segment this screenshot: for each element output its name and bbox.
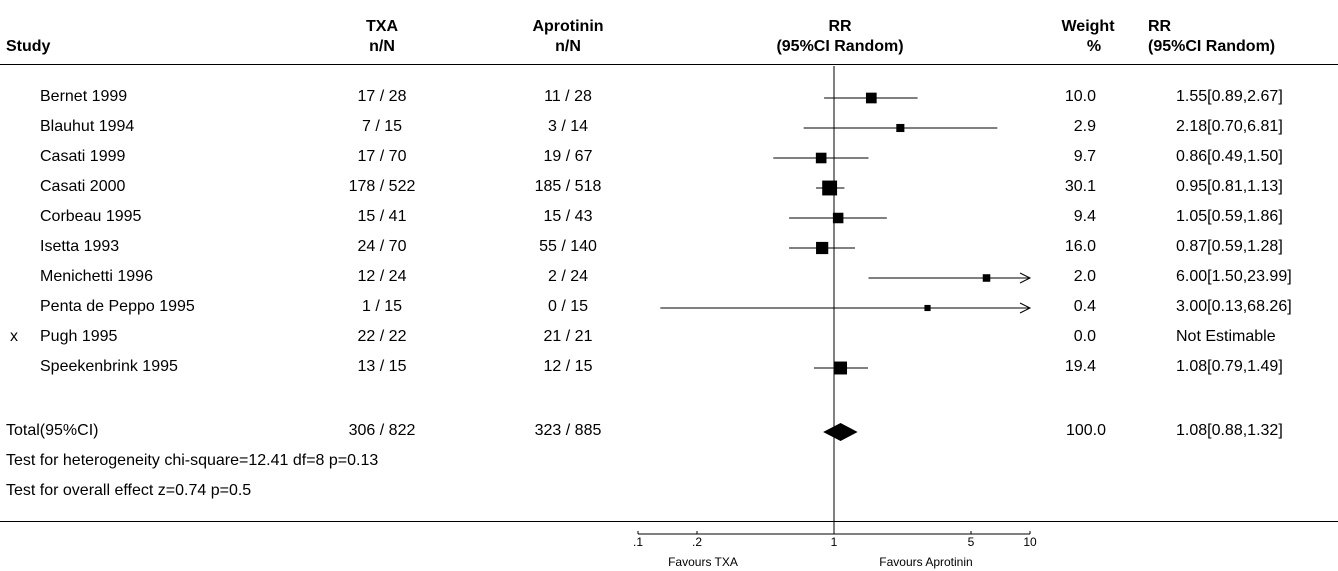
total-rr-text: 1.08[0.88,1.32] [1176,422,1283,439]
study-txa-count: 13 / 15 [357,358,407,375]
total-txa: 306 / 822 [348,422,416,439]
effect-square [924,304,931,312]
study-rr-text: 3.00[0.13,68.26] [1176,298,1292,315]
pooled-diamond [823,423,858,441]
study-rr-text: 0.87[0.59,1.28] [1176,238,1283,255]
header-weight: Weight [1061,18,1115,35]
footer-rule [0,521,1338,522]
study-weight: 19.4 [1064,358,1096,375]
study-aprotinin-count: 12 / 15 [543,358,593,375]
study-aprotinin-count: 3 / 14 [547,118,589,135]
study-excluded-marker: x [10,328,18,345]
x-axis-tick-label: .2 [692,535,702,549]
study-txa-count: 12 / 24 [357,268,407,285]
study-name: Blauhut 1994 [40,118,135,135]
heterogeneity-test: Test for heterogeneity chi-square=12.41 … [6,452,379,469]
header-rr-plot-sub: (95%CI Random) [776,38,904,55]
study-weight: 9.4 [1073,208,1096,225]
study-txa-count: 1 / 15 [361,298,403,315]
study-rr-text: 1.08[0.79,1.49] [1176,358,1283,375]
ci-arrow [1019,272,1032,284]
effect-square [896,123,905,133]
study-weight: 0.0 [1073,328,1096,345]
study-name: Casati 2000 [40,178,126,195]
study-name: Casati 1999 [40,148,126,165]
header-aprotinin: Aprotinin [532,18,604,35]
effect-square [822,180,838,196]
study-rr-text: 0.95[0.81,1.13] [1176,178,1283,195]
study-aprotinin-count: 185 / 518 [534,178,602,195]
study-txa-count: 17 / 70 [357,148,407,165]
study-name: Corbeau 1995 [40,208,142,225]
overall-effect-test: Test for overall effect z=0.74 p=0.5 [6,482,252,499]
header-rr-text: RR [1148,18,1172,35]
effect-square [815,152,827,164]
study-name: Pugh 1995 [40,328,118,345]
study-rr-text: 0.86[0.49,1.50] [1176,148,1283,165]
study-aprotinin-count: 15 / 43 [543,208,593,225]
favours-txa-label: Favours TXA [668,555,738,569]
header-txa: TXA [366,18,398,35]
study-rr-text: 2.18[0.70,6.81] [1176,118,1283,135]
study-name: Penta de Peppo 1995 [40,298,195,315]
effect-square [834,361,848,375]
study-name: Menichetti 1996 [40,268,153,285]
effect-square [982,274,991,282]
study-weight: 30.1 [1064,178,1096,195]
study-aprotinin-count: 55 / 140 [539,238,597,255]
total-label: Total(95%CI) [6,422,99,439]
study-txa-count: 22 / 22 [357,328,407,345]
header-rr-plot: RR [828,18,852,35]
x-axis-tick-label: .1 [633,535,643,549]
total-aprotinin: 323 / 885 [534,422,602,439]
study-rr-text: 6.00[1.50,23.99] [1176,268,1292,285]
study-weight: 9.7 [1073,148,1096,165]
study-rr-text: 1.55[0.89,2.67] [1176,88,1283,105]
study-rr-text: Not Estimable [1176,328,1276,345]
study-aprotinin-count: 2 / 24 [547,268,589,285]
favours-aprotinin-label: Favours Aprotinin [879,555,973,569]
study-weight: 0.4 [1073,298,1096,315]
header-weight-sub: % [1086,38,1102,55]
x-axis-tick-label: 10 [1023,535,1037,549]
x-axis-tick-label: 1 [831,535,838,549]
x-axis-tick-label: 5 [968,535,975,549]
study-weight: 2.0 [1073,268,1096,285]
study-aprotinin-count: 21 / 21 [543,328,593,345]
study-txa-count: 15 / 41 [357,208,407,225]
study-txa-count: 178 / 522 [348,178,416,195]
total-weight: 100.0 [1065,422,1106,439]
effect-square [832,212,844,224]
header-txa-sub: n/N [369,38,395,55]
study-txa-count: 17 / 28 [357,88,407,105]
study-weight: 10.0 [1064,88,1096,105]
study-weight: 2.9 [1073,118,1096,135]
study-aprotinin-count: 11 / 28 [544,88,592,105]
study-name: Isetta 1993 [40,238,120,255]
study-weight: 16.0 [1064,238,1096,255]
ci-arrow [1019,302,1032,314]
study-aprotinin-count: 0 / 15 [547,298,589,315]
header-rr-text-sub: (95%CI Random) [1148,38,1276,55]
effect-square [816,241,829,255]
study-name: Bernet 1999 [40,88,128,105]
study-txa-count: 7 / 15 [361,118,403,135]
study-rr-text: 1.05[0.59,1.86] [1176,208,1283,225]
effect-square [865,92,877,104]
study-txa-count: 24 / 70 [357,238,407,255]
header-rule [0,64,1338,65]
study-aprotinin-count: 19 / 67 [543,148,593,165]
study-name: Speekenbrink 1995 [40,358,178,375]
header-study: Study [6,38,51,55]
header-aprotinin-sub: n/N [555,38,581,55]
